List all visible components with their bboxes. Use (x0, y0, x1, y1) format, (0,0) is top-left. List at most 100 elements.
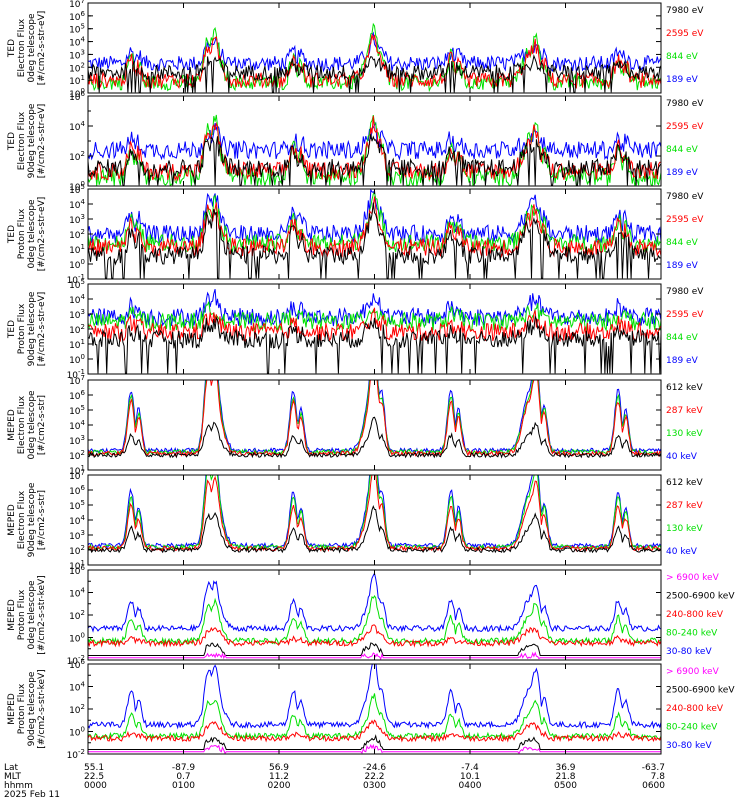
y-tick-label: 106 (69, 484, 85, 497)
series-line-240-800-keV (88, 719, 661, 743)
y-tick-label: 10-1 (67, 368, 85, 381)
legend-entry: 7980 eV (666, 6, 704, 16)
y-tick-label: 100 (69, 258, 85, 271)
panel-4: 10-1 100 101 102 103 104 105 TED Proton Flux 90de… (7, 278, 704, 381)
series-line-7980-eV (88, 134, 661, 186)
panel-2: 100 102 104 106 TED Electron Flux 90deg telesc… (7, 90, 704, 193)
series-line-189-eV (88, 289, 661, 327)
series-line-189-eV (88, 31, 661, 73)
y-tick-label: 106 (69, 90, 85, 103)
y-axis-label: 0deg telescope (27, 580, 37, 650)
y-tick-label: 101 (69, 243, 85, 256)
y-axis-label: Electron Flux (17, 18, 27, 77)
series-line-287-keV (88, 475, 661, 553)
x-tick-mlt: 10.1 (460, 772, 480, 782)
panel-5: 101 102 103 104 105 106 107 MEPED Electron Flux 0… (7, 374, 703, 477)
y-tick-label: 107 (69, 0, 85, 10)
x-tick-hhmm: 0200 (268, 781, 291, 791)
legend-entry: 189 eV (666, 261, 699, 271)
series-line-7980-eV (88, 202, 661, 279)
y-axis-label: TED (7, 225, 17, 244)
legend-entry: 287 keV (666, 406, 703, 416)
y-axis-label: 0deg telescope (27, 13, 37, 83)
panel-6: 101 102 103 104 105 106 107 MEPED Electron Flux 9… (7, 469, 703, 572)
y-tick-label: 106 (69, 658, 85, 671)
y-axis-label: MEPED (7, 409, 17, 441)
y-tick-label: 104 (69, 514, 85, 527)
y-axis-label: Electron Flux (17, 111, 27, 170)
legend-entry: 287 keV (666, 501, 703, 511)
series-line-612-keV (88, 416, 661, 459)
y-tick-label: 100 (69, 180, 85, 193)
y-tick-label: 103 (69, 48, 85, 61)
legend-entry: 2595 eV (666, 215, 704, 225)
legend-entry: 612 keV (666, 478, 703, 488)
x-tick-lat: -24.6 (363, 763, 387, 773)
x-tick-lat: -87.9 (172, 763, 196, 773)
y-axis-label: MEPED (7, 504, 17, 536)
x-tick-mlt: 22.2 (364, 772, 384, 782)
y-axis-label: MEPED (7, 693, 17, 725)
legend-entry: 844 eV (666, 145, 699, 155)
y-tick-label: 107 (69, 469, 85, 482)
legend-entry: 7980 eV (666, 287, 704, 297)
legend-entry: 30-80 keV (666, 741, 712, 751)
y-tick-label: 100 (69, 87, 85, 100)
y-axis-label: 90deg telescope (27, 103, 37, 178)
legend-entry: 2500-6900 keV (666, 592, 735, 602)
y-axis-label: [#/cm2-s-str-eV] (37, 292, 47, 367)
y-axis-label: [#/cm2-s-str-eV] (37, 197, 47, 272)
y-tick-label: 102 (69, 609, 85, 622)
legend-entry: 80-240 keV (666, 629, 718, 639)
x-tick-mlt: 11.2 (269, 772, 289, 782)
series-line-80-240-keV (88, 595, 661, 646)
y-axis-label: [#/cm2-s-str] (37, 490, 47, 550)
series-line-240-800-keV (88, 624, 661, 648)
series-line-40-keV (88, 380, 661, 455)
x-tick-hhmm: 0600 (642, 781, 665, 791)
legend-entry: 130 keV (666, 524, 703, 534)
y-tick-label: 101 (69, 338, 85, 351)
y-tick-label: 100 (69, 726, 85, 739)
y-tick-label: 102 (69, 703, 85, 716)
y-tick-label: 102 (69, 228, 85, 241)
y-axis-label: Proton Flux (17, 683, 27, 734)
y-tick-label: 105 (69, 499, 85, 512)
y-tick-label: 104 (69, 36, 85, 49)
y-tick-label: 104 (69, 587, 85, 600)
y-tick-label: 101 (69, 464, 85, 477)
y-axis-label: [#/cm2-s-str-keV] (37, 575, 47, 654)
y-axis-label: 90deg telescope (27, 291, 37, 366)
x-tick-mlt: 7.8 (651, 772, 666, 782)
series-line-844-eV (88, 114, 661, 186)
y-axis-label: [#/cm2-s-str] (37, 395, 47, 455)
x-tick-lat: -63.7 (642, 763, 665, 773)
y-tick-label: 103 (69, 308, 85, 321)
legend-entry: 844 eV (666, 52, 699, 62)
x-tick-mlt: 0.7 (176, 772, 190, 782)
legend-entry: > 6900 keV (666, 573, 720, 583)
legend-entry: 2595 eV (666, 310, 704, 320)
y-tick-label: 10-2 (67, 654, 85, 667)
series-line-844-eV (88, 191, 661, 254)
x-row-label: hhmm (4, 781, 33, 791)
series-line-80-240-keV (88, 693, 661, 741)
y-tick-label: 105 (69, 404, 85, 417)
y-axis-label: 90deg telescope (27, 671, 37, 746)
series-line-30-80-keV (88, 571, 661, 633)
legend-entry: 40 keV (666, 547, 698, 557)
x-tick-lat: 36.9 (555, 763, 575, 773)
legend-entry: 7980 eV (666, 99, 704, 109)
x-tick-lat: 55.1 (84, 763, 104, 773)
legend-entry: 7980 eV (666, 192, 704, 202)
y-tick-label: 101 (69, 74, 85, 87)
y-tick-label: 105 (69, 183, 85, 196)
y-axis-label: Electron Flux (17, 395, 27, 454)
series-line-30-80-keV (88, 664, 661, 730)
y-tick-label: 105 (69, 23, 85, 36)
y-axis-label: Proton Flux (17, 303, 27, 354)
legend-entry: 40 keV (666, 452, 698, 462)
legend-entry: 189 eV (666, 75, 699, 85)
series-line-844-eV (88, 22, 661, 93)
